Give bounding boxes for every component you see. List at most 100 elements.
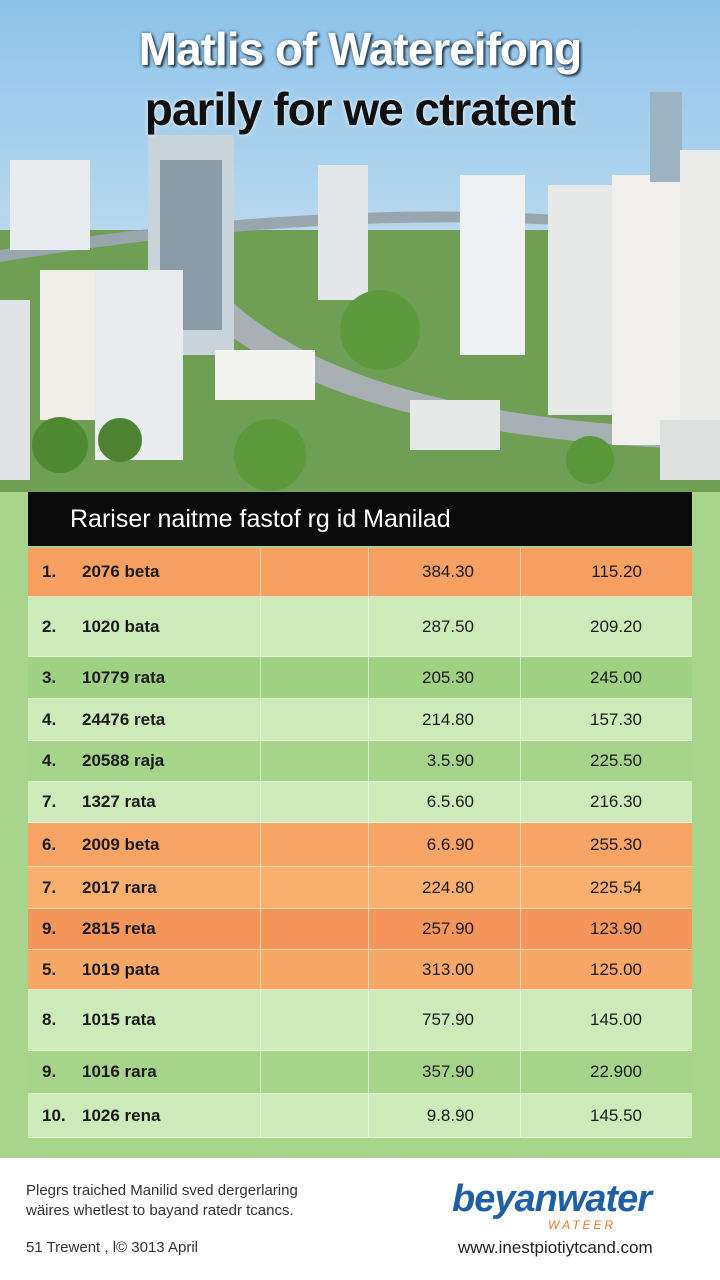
- logo: beyanwater: [452, 1178, 652, 1220]
- column-divider: [260, 782, 261, 822]
- row-label: 1019 pata: [82, 959, 160, 979]
- column-divider: [260, 867, 261, 908]
- city-image: [0, 0, 720, 492]
- column-divider: [368, 782, 369, 822]
- row-label: 20588 raja: [82, 751, 165, 770]
- table-row: 4. 20588 raja 3.5.90 225.50: [28, 741, 692, 782]
- value: 205.30: [422, 667, 474, 687]
- value: 216.30: [590, 792, 642, 811]
- column-divider: [260, 657, 261, 698]
- column-divider: [520, 823, 521, 866]
- value: 9.8.90: [426, 1105, 474, 1125]
- column-divider: [368, 823, 369, 866]
- column-divider: [368, 1051, 369, 1093]
- column-divider: [520, 990, 521, 1050]
- column-divider: [520, 950, 521, 989]
- column-divider: [368, 909, 369, 949]
- rank: 10.: [42, 1105, 66, 1125]
- row-label: 2017 rara: [82, 877, 157, 897]
- value: 3.5.90: [426, 751, 474, 770]
- column-divider: [368, 950, 369, 989]
- column-divider: [368, 548, 369, 596]
- column-divider: [260, 950, 261, 989]
- table-row: 9. 1016 rara 357.90 22.900: [28, 1051, 692, 1094]
- table-row: 5. 1019 pata 313.00 125.00: [28, 950, 692, 990]
- column-divider: [368, 741, 369, 781]
- column-divider: [520, 597, 521, 656]
- value: 22.900: [590, 1062, 642, 1081]
- column-divider: [260, 741, 261, 781]
- value: 115.20: [591, 562, 642, 581]
- column-divider: [260, 597, 261, 656]
- column-divider: [520, 867, 521, 908]
- table-row: 4. 24476 reta 214.80 157.30: [28, 699, 692, 741]
- row-label: 24476 reta: [82, 709, 166, 729]
- column-divider: [520, 909, 521, 949]
- rank: 1.: [42, 562, 57, 581]
- value: 357.90: [422, 1062, 474, 1081]
- value: 209.20: [590, 616, 642, 636]
- column-divider: [260, 1051, 261, 1093]
- logo-subtitle: WATEER: [548, 1218, 617, 1232]
- value: 157.30: [590, 709, 642, 729]
- value: 214.80: [422, 709, 474, 729]
- column-divider: [368, 597, 369, 656]
- footer-date: 51 Trewent , l© 3013 April: [26, 1239, 198, 1256]
- table-title: Rariser naitme fastof rg id Manilad: [28, 492, 692, 546]
- value: 6.6.90: [426, 834, 474, 854]
- rank: 2.: [42, 616, 57, 636]
- column-divider: [368, 657, 369, 698]
- value: 257.90: [422, 919, 474, 938]
- column-divider: [260, 1094, 261, 1137]
- rank: 6.: [42, 834, 57, 854]
- value: 313.00: [422, 959, 474, 979]
- column-divider: [260, 990, 261, 1050]
- column-divider: [520, 782, 521, 822]
- table-row: 9. 2815 reta 257.90 123.90: [28, 909, 692, 950]
- row-label: 1016 rara: [82, 1062, 157, 1081]
- column-divider: [368, 1094, 369, 1137]
- rank: 5.: [42, 959, 57, 979]
- column-divider: [260, 548, 261, 596]
- footer-note: Plegrs traiched Manilid sved dergerlarin…: [26, 1182, 298, 1199]
- footer-url: www.inestpiotiytcand.com: [458, 1238, 653, 1257]
- row-label: 2815 reta: [82, 919, 156, 938]
- table-row: 6. 2009 beta 6.6.90 255.30: [28, 823, 692, 867]
- column-divider: [260, 909, 261, 949]
- rank: 8.: [42, 1010, 57, 1029]
- table-row: 10. 1026 rena 9.8.90 145.50: [28, 1094, 692, 1138]
- column-divider: [368, 699, 369, 740]
- column-divider: [368, 867, 369, 908]
- row-label: 10779 rata: [82, 667, 166, 687]
- column-divider: [520, 1094, 521, 1137]
- table-row: 1. 2076 beta 384.30 115.20: [28, 548, 692, 597]
- column-divider: [520, 741, 521, 781]
- value: 123.90: [590, 919, 642, 938]
- row-label: 1015 rata: [82, 1010, 156, 1029]
- table-row: 8. 1015 rata 757.90 145.00: [28, 990, 692, 1051]
- row-label: 1026 rena: [82, 1105, 161, 1125]
- column-divider: [520, 548, 521, 596]
- value: 384.30: [422, 562, 474, 581]
- rank: 7.: [42, 792, 57, 811]
- value: 224.80: [422, 877, 474, 897]
- table-row: 3. 10779 rata 205.30 245.00: [28, 657, 692, 699]
- row-label: 2009 beta: [82, 834, 160, 854]
- footer-note: wäires whetlest to bayand ratedr tcancs.: [26, 1202, 294, 1219]
- value: 6.5.60: [426, 792, 474, 811]
- column-divider: [260, 699, 261, 740]
- value: 245.00: [590, 667, 642, 687]
- column-divider: [520, 1051, 521, 1093]
- value: 145.00: [590, 1010, 642, 1029]
- value: 225.50: [590, 751, 642, 770]
- row-label: 2076 beta: [82, 562, 160, 581]
- value: 125.00: [590, 959, 642, 979]
- rank: 3.: [42, 667, 57, 687]
- column-divider: [520, 657, 521, 698]
- title: Matlis of Watereifong: [138, 23, 582, 75]
- table-row: 7. 2017 rara 224.80 225.54: [28, 867, 692, 909]
- rank: 4.: [42, 751, 57, 770]
- value: 145.50: [590, 1105, 642, 1125]
- row-label: 1327 rata: [82, 792, 156, 811]
